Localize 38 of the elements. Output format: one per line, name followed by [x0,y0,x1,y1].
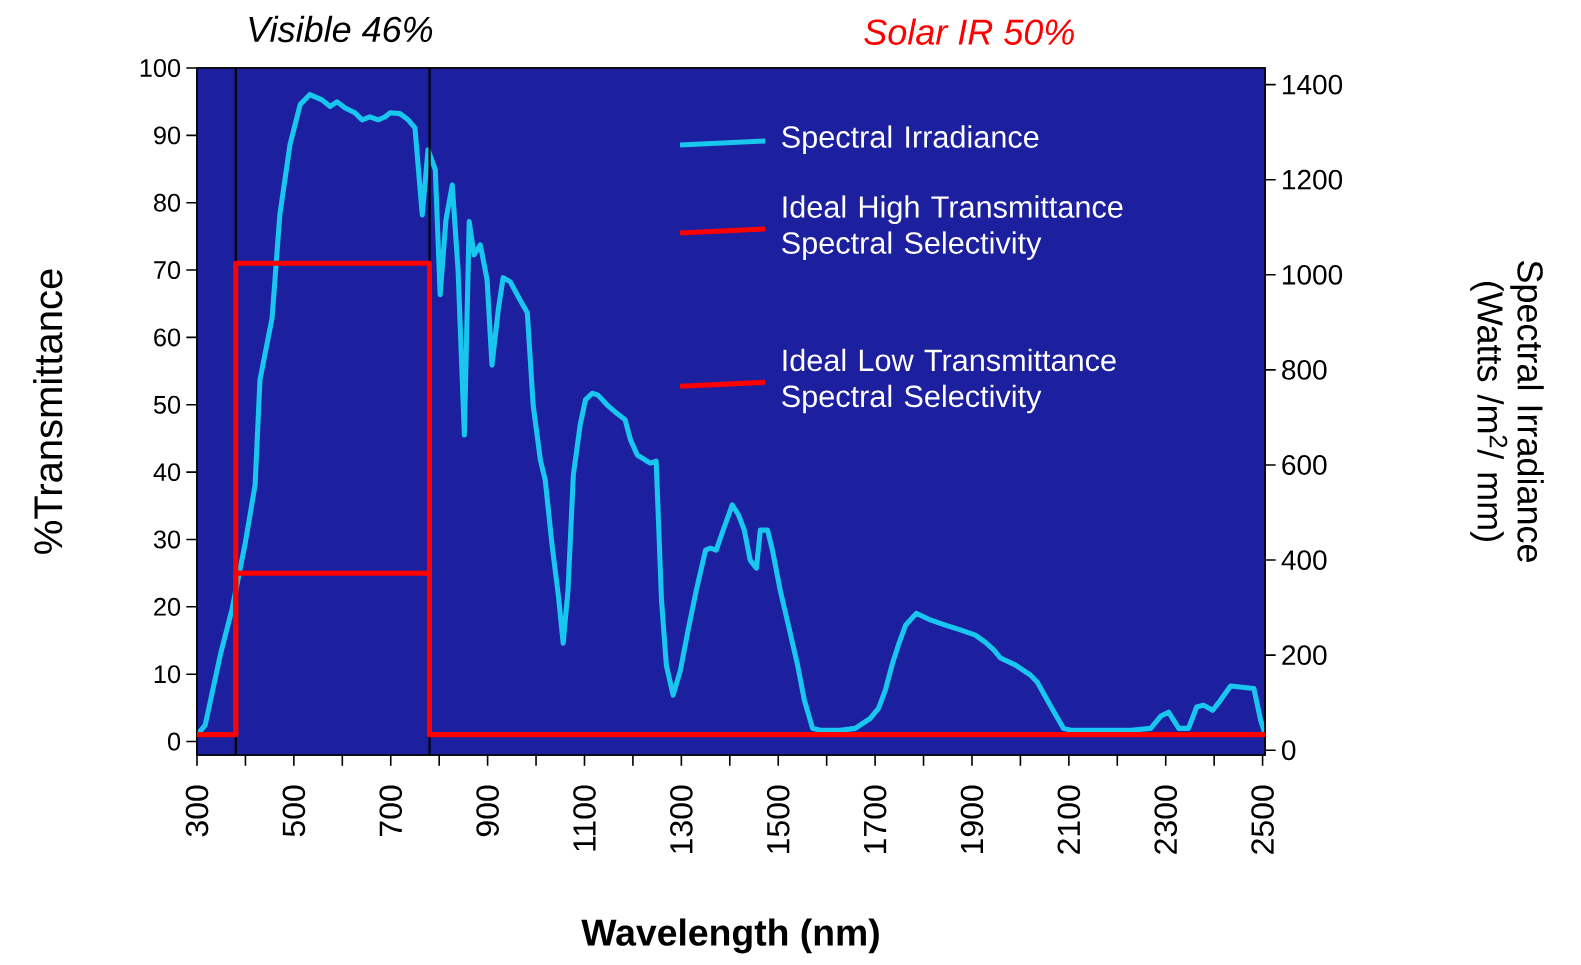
y-tick-label: 70 [154,261,181,280]
legend-label: Spectral Irradiance [782,125,1039,154]
y2-tick-label: 200 [1282,645,1327,666]
y2-tick-label: 800 [1282,359,1327,380]
x-tick-label: 2500 [1251,785,1274,854]
y-tick-label: 60 [154,328,181,347]
y-tick-label: 20 [154,597,181,616]
y2-tick-label: 0 [1282,740,1296,761]
legend-label: Ideal Low Transmittance Spectral Selectivity [782,348,1116,414]
y-tick-label: 80 [154,193,181,212]
y2-tick-label: 1200 [1283,169,1343,190]
legend-label: Ideal High Transmittance Spectral Selectivity [782,195,1123,260]
y2-tick-label: 1400 [1283,74,1343,95]
y2-tick-label: 400 [1281,550,1327,570]
x-tick-label: 1900 [960,785,984,853]
text: Solar IR 50% [864,18,1074,45]
x-tick-label: 1300 [670,785,693,853]
x-tick-label: 900 [476,785,499,837]
x-tick-label: 2300 [1154,785,1178,854]
x-tick-label: 1500 [766,785,790,853]
y-tick-label: 30 [153,530,181,549]
text: Visible 46% [249,15,433,43]
y2-tick-label: 1000 [1283,264,1343,285]
y-tick-label: 0 [167,732,181,751]
x-tick-label: 700 [379,785,403,836]
y-axis-title: %Transmittance [33,269,63,554]
y-tick-label: 10 [154,665,181,684]
x-axis-title: Wavelength (nm) [581,918,879,954]
x-tick-label: 1100 [573,785,596,851]
x-tick-label: 300 [185,785,209,837]
y2-tick-label: 600 [1282,455,1327,475]
y-tick-label: 100 [140,59,181,77]
y-tick-label: 50 [153,395,181,414]
x-tick-label: 1700 [863,785,887,853]
y-tick-label: 40 [153,463,181,482]
x-tick-label: 500 [282,785,306,837]
x-tick-label: 2100 [1057,785,1081,854]
y-tick-label: 90 [154,126,181,145]
